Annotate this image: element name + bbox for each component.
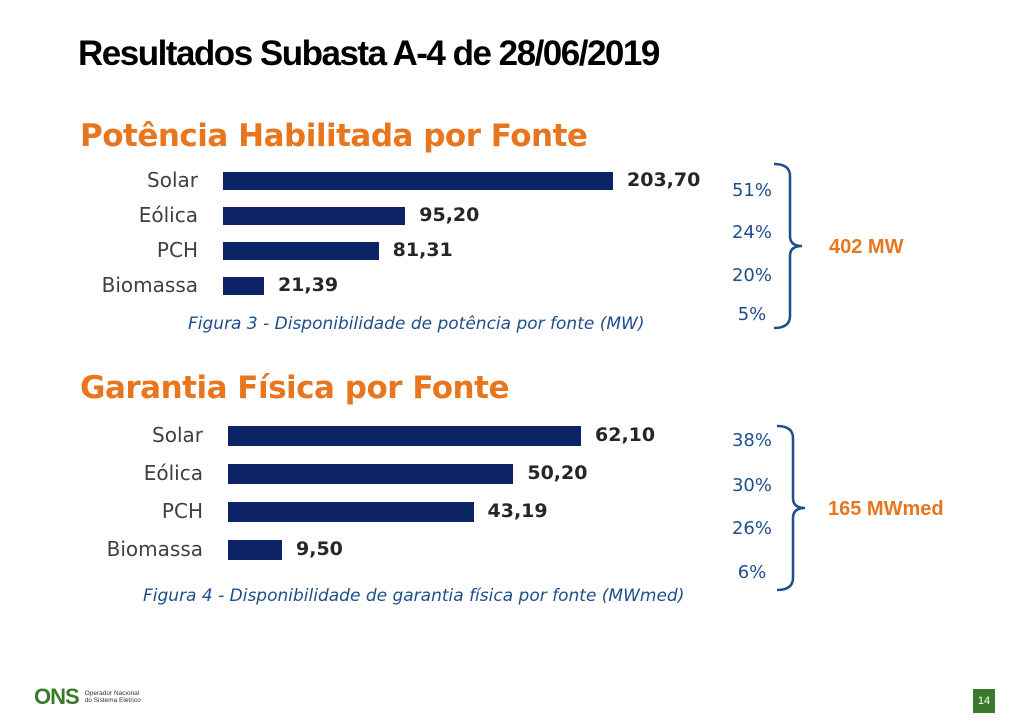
- percentage-label: 26%: [731, 518, 772, 539]
- value-label: 50,20: [527, 462, 588, 484]
- bar-biomassa: [228, 540, 282, 560]
- ons-logo: ONS Operador Nacional do Sistema Elétric…: [34, 684, 141, 710]
- value-label: 43,19: [487, 500, 548, 522]
- percentage-label: 51%: [731, 180, 772, 201]
- chart-1-caption: Figura 3 - Disponibilidade de potência p…: [188, 314, 645, 334]
- chart-2-caption: Figura 4 - Disponibilidade de garantia f…: [143, 586, 685, 606]
- value-label: 21,39: [277, 274, 339, 296]
- value-label: 81,31: [392, 239, 453, 261]
- percentage-label: 24%: [731, 222, 772, 243]
- category-label: PCH: [156, 238, 198, 262]
- percentage-label: 30%: [731, 475, 772, 496]
- bar-solar: [228, 426, 581, 446]
- chart-2-total: 165 MWmed: [828, 498, 944, 520]
- bar-pch: [228, 502, 474, 522]
- bar-biomassa: [223, 277, 264, 295]
- category-label: Biomassa: [101, 273, 198, 297]
- category-label: PCH: [161, 499, 203, 523]
- chart-1-brace: [773, 162, 803, 330]
- value-label: 62,10: [595, 424, 656, 446]
- slide-title: Resultados Subasta A-4 de 28/06/2019: [78, 34, 660, 73]
- page-number: 14: [973, 689, 995, 713]
- chart-2-brace: [776, 424, 806, 592]
- chart-2-title: Garantia Física por Fonte: [80, 370, 509, 406]
- value-label: 203,70: [627, 169, 701, 191]
- percentage-label: 5%: [737, 304, 767, 325]
- bar-eólica: [228, 464, 514, 484]
- category-label: Solar: [152, 423, 203, 447]
- percentage-label: 20%: [731, 265, 772, 286]
- chart-1-total: 402 MW: [829, 236, 904, 258]
- category-label: Eólica: [138, 203, 198, 227]
- bar-eólica: [223, 207, 406, 225]
- logo-line-2: do Sistema Elétrico: [84, 697, 141, 704]
- category-label: Biomassa: [106, 537, 203, 561]
- bar-pch: [223, 242, 379, 260]
- chart-1-title: Potência Habilitada por Fonte: [80, 118, 588, 154]
- bar-solar: [223, 172, 613, 190]
- logo-line-1: Operador Nacional: [84, 690, 140, 697]
- logo-subtitle: Operador Nacional do Sistema Elétrico: [85, 690, 141, 704]
- category-label: Eólica: [143, 461, 203, 485]
- category-label: Solar: [147, 168, 198, 192]
- logo-mark: ONS: [34, 684, 80, 709]
- value-label: 95,20: [419, 204, 480, 226]
- percentage-label: 6%: [737, 562, 767, 583]
- percentage-label: 38%: [731, 430, 772, 451]
- value-label: 9,50: [296, 538, 343, 560]
